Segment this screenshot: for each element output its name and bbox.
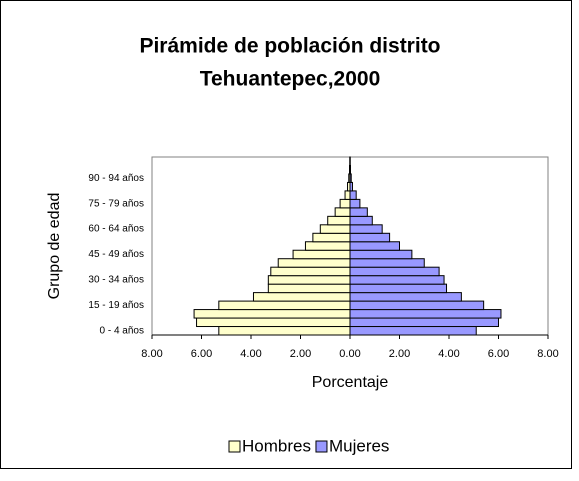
x-tick-label: 2.00 <box>389 348 410 360</box>
bar <box>349 207 368 217</box>
bar <box>349 232 391 243</box>
x-tick-label: 8.00 <box>141 348 162 360</box>
legend-label: Hombres <box>242 436 311 455</box>
bar <box>349 215 373 226</box>
bar <box>349 326 477 336</box>
chart-title: Pirámide de población distrito <box>139 35 440 58</box>
bar <box>349 309 502 319</box>
bar <box>339 198 351 209</box>
bar <box>312 232 351 243</box>
bar <box>349 275 445 285</box>
bar <box>349 292 462 302</box>
bar <box>349 283 448 294</box>
y-tick-label: 90 - 94 años <box>88 173 144 184</box>
bar <box>218 300 351 311</box>
y-tick-label: 75 - 79 años <box>88 198 144 209</box>
x-tick-label: 8.00 <box>537 348 558 360</box>
bar <box>349 190 357 200</box>
bar <box>218 326 351 336</box>
bar <box>349 249 413 260</box>
bar <box>292 249 351 260</box>
y-tick-label: 45 - 49 años <box>88 249 144 260</box>
bar <box>334 207 351 217</box>
bar <box>349 224 383 234</box>
y-tick-label: 60 - 64 años <box>88 224 144 235</box>
legend-swatch <box>228 440 241 453</box>
y-tick-label: 0 - 4 años <box>100 325 144 336</box>
bar <box>349 317 499 328</box>
x-tick-label: 6.00 <box>488 348 509 360</box>
legend-swatch <box>315 440 328 453</box>
bar <box>252 292 351 302</box>
bar <box>319 224 351 234</box>
bar <box>304 241 351 251</box>
bar <box>277 258 351 268</box>
bar <box>344 190 351 200</box>
bar <box>349 198 361 209</box>
bar <box>327 215 351 226</box>
bar <box>349 266 440 277</box>
legend-label: Mujeres <box>329 436 389 455</box>
chart-title: Tehuantepec,2000 <box>200 68 381 91</box>
bar <box>267 275 351 285</box>
bar <box>267 283 351 294</box>
y-tick-label: 15 - 19 años <box>88 300 144 311</box>
y-tick-label: 30 - 34 años <box>88 275 144 286</box>
bar <box>349 258 425 268</box>
x-tick-label: 2.00 <box>290 348 311 360</box>
x-axis-label: Porcentaje <box>312 374 389 391</box>
bar <box>349 241 400 251</box>
x-tick-label: 6.00 <box>191 348 212 360</box>
bar <box>193 309 351 319</box>
bar <box>196 317 351 328</box>
x-tick-label: 4.00 <box>438 348 459 360</box>
x-tick-label: 0.00 <box>339 348 360 360</box>
bar <box>349 300 485 311</box>
y-axis-label: Grupo de edad <box>46 193 63 300</box>
bar <box>270 266 351 277</box>
x-tick-label: 4.00 <box>240 348 261 360</box>
